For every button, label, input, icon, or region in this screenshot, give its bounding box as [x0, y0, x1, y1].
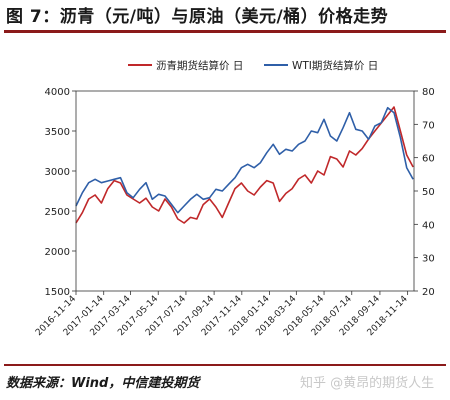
- y-right-tick-label: 40: [422, 220, 435, 231]
- legend: 沥青期货结算价 日 WTI期货结算价 日: [128, 59, 378, 72]
- y-left-tick-label: 3000: [45, 167, 70, 178]
- asphalt-series-line: [75, 106, 414, 224]
- axes: 1500200025003000350040002030405060708020…: [34, 87, 435, 338]
- wti-series-line: [75, 106, 414, 214]
- source-note: 数据来源：Wind，中信建投期货: [6, 376, 200, 391]
- legend-label-wti: WTI期货结算价 日: [292, 59, 378, 72]
- y-right-tick-label: 50: [422, 187, 435, 198]
- y-right-tick-label: 20: [422, 287, 435, 298]
- legend-label-asphalt: 沥青期货结算价 日: [156, 59, 243, 72]
- footer-divider: [4, 364, 446, 366]
- y-left-tick-label: 3500: [45, 127, 70, 138]
- title-divider: [4, 30, 446, 33]
- y-right-tick-label: 70: [422, 120, 435, 131]
- price-chart: 沥青期货结算价 日 WTI期货结算价 日 1500 2000 2500 3000 3500…: [34, 59, 435, 338]
- y-left-tick-label: 4000: [45, 87, 70, 98]
- y-left-tick-label: 2500: [45, 207, 70, 218]
- watermark: 知乎 @黄昂的期货人生: [300, 376, 435, 391]
- plot-area: [75, 106, 414, 224]
- y-right-tick-label: 60: [422, 154, 435, 165]
- y-right-tick-label: 30: [422, 254, 435, 265]
- y-right-tick-label: 80: [422, 87, 435, 98]
- y-left-tick-label: 1500: [45, 287, 70, 298]
- chart-title: 图 7：沥青（元/吨）与原油（美元/桶）价格走势: [6, 7, 389, 27]
- y-left-tick-label: 2000: [45, 247, 70, 258]
